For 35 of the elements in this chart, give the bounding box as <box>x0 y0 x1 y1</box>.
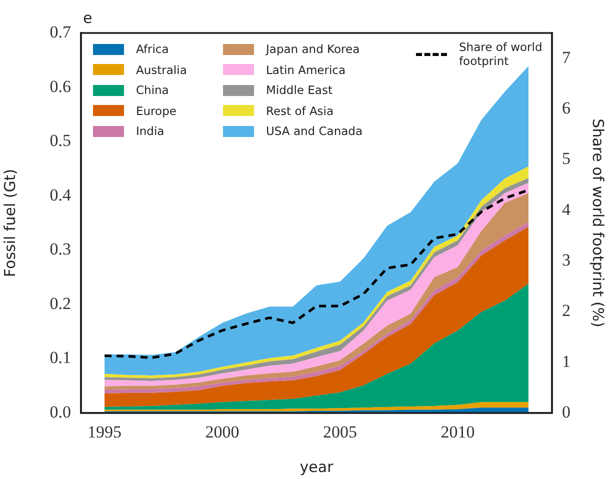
legend-label: Share of world footprint <box>459 40 542 68</box>
y-tick-label: 0.2 <box>50 294 71 313</box>
y2-tick-label: 0 <box>562 402 570 422</box>
y2-tick-label: 6 <box>562 98 570 118</box>
legend-label: India <box>136 124 164 138</box>
y2-tick-label: 1 <box>562 352 570 371</box>
y-tick-label: 0.6 <box>50 76 71 96</box>
y-tick-label: 0.7 <box>50 22 72 42</box>
legend-label: Japan and Korea <box>266 42 360 56</box>
y2-tick-label: 7 <box>562 48 571 67</box>
legend-label: Middle East <box>266 83 332 98</box>
legend-label: China <box>136 83 169 98</box>
legend-label: USA and Canada <box>266 124 363 138</box>
y2-tick-label: 3 <box>562 250 570 270</box>
legend-label: Latin America <box>266 62 346 77</box>
y2-tick-label: 5 <box>562 149 570 168</box>
x-tick-label: 2010 <box>440 422 475 442</box>
y-tick-label: 0.1 <box>50 348 71 368</box>
x-tick-label: 1995 <box>88 422 122 442</box>
legend-label: Africa <box>136 42 169 56</box>
y-tick-label: 0.4 <box>50 185 72 204</box>
legend-label: Rest of Asia <box>266 104 334 118</box>
legend-label: Europe <box>136 104 176 118</box>
y-axis-title: Fossil fuel (Gt) <box>0 168 19 278</box>
x-tick-label: 2005 <box>323 422 358 442</box>
y2-tick-label: 4 <box>562 200 571 219</box>
y2-axis-title: Share of world footprint (%) <box>589 118 608 328</box>
y-tick-label: 0.5 <box>50 131 71 150</box>
x-tick-label: 2000 <box>205 422 240 442</box>
y-tick-label: 0.0 <box>50 402 71 422</box>
y2-tick-label: 2 <box>562 301 570 320</box>
chart-title: e <box>83 9 92 27</box>
y-tick-label: 0.3 <box>50 240 71 259</box>
x-axis-title: year <box>300 458 334 476</box>
legend-label: Australia <box>136 62 187 77</box>
